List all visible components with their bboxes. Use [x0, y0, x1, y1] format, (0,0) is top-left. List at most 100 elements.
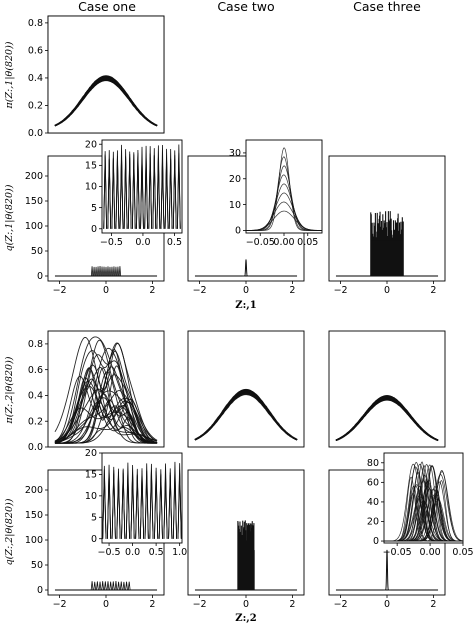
panel-b2-q-c3-inset: −0.05 0.00 0.05 0 20 40 60 80 [367, 452, 474, 558]
panel-b1-q-c1-inset-ytick-label: 15 [85, 161, 97, 172]
panel-b1-q-c3-xtick-label: 0 [384, 285, 390, 296]
panel-b2-q-c3-spike [383, 549, 391, 591]
panel-b1-q-c1-inset-ytick-label: 10 [85, 182, 97, 193]
panel-b1-pi-c1-ytick-label: 0.6 [28, 46, 43, 57]
panel-b2-q-c3-inset-plot [384, 461, 463, 542]
x-label-block2: Z:,2 [235, 613, 256, 623]
panel-b1-q-c1-plot [54, 265, 158, 277]
panel-b1-q-c2-spike [242, 258, 250, 277]
panel-b2-q-c1-inset-xtick-label: −0.5 [98, 547, 121, 558]
column-title-case-one: Case one [78, 0, 136, 14]
panel-b1-q-c2-inset-xtick-label: −0.05 [246, 237, 275, 248]
panel-b2-pi-c1-series-line [54, 354, 158, 444]
panel-b1-q-c1-ytick-label: 50 [31, 246, 43, 257]
panel-b2-pi-c1-series-line [54, 388, 158, 444]
panel-b2-q-c1-inset-spikes [102, 461, 182, 539]
panel-b2-q-c1-inset-ytick-label: 10 [85, 491, 97, 502]
panel-b2-q-c2-xtick-label: −2 [193, 599, 207, 610]
y-label-q-block2: q(Z:,2|θ(820)) [4, 498, 15, 565]
panel-b2-pi-c3 [328, 330, 446, 448]
panel-b2-q-c3-xtick-label: −2 [334, 599, 348, 610]
panel-b1-q-c2-inset-ytick-label: 30 [229, 148, 241, 159]
panel-b1-q-c3-xtick-label: −2 [334, 285, 348, 296]
panel-b2-pi-c1-series-line [54, 350, 158, 444]
panel-b1-q-c1-ytick-label: 150 [25, 196, 43, 207]
panel-b2-q-c1-xtick-label: −2 [53, 599, 67, 610]
panel-b2-q-c2: −2 0 2 [187, 469, 305, 610]
panel-b2-q-c1-inset: −0.5 0.0 0.5 1.0 0 5 10 15 20 [85, 448, 187, 558]
panel-b1-q-c2-inset: −0.050.00 0.05 0 10 20 30 [229, 139, 323, 248]
panel-b1-q-c2-plot [194, 258, 298, 277]
panel-b1-q-c1-inset-ytick-label: 20 [85, 139, 97, 150]
panel-b1-q-c1-ytick-label: 200 [25, 171, 43, 182]
panel-b2-q-c3-inset-xtick-label: −0.05 [383, 547, 412, 558]
panel-b2-q-c1-ytick-label: 150 [25, 510, 43, 521]
panel-b2-q-c1-inset-plot [102, 461, 182, 539]
panel-b2-pi-c3-frame [328, 330, 446, 448]
panel-b2-q-c3-inset-inset-curve [384, 471, 463, 542]
panel-b1-pi-c1-series-line [54, 75, 158, 126]
panel-b1-q-c2-inset-ytick-label: 0 [235, 226, 241, 237]
panel-b1-pi-c1-ytick-label: 0.4 [28, 73, 43, 84]
panel-b2-q-c3-inset-ytick-label: 0 [373, 536, 379, 547]
panel-b1-q-c1-ytick-label: 0 [37, 271, 43, 282]
panel-b2-q-c1-spikes [90, 581, 131, 591]
panel-b2-q-c1-inset-ytick-label: 15 [85, 470, 97, 481]
panel-b2-pi-c1-series-line [54, 366, 158, 444]
panel-b2-pi-c1-ytick-label: 0.4 [28, 391, 43, 402]
panel-b1-pi-c1 [47, 15, 165, 134]
panel-b1-q-c1-inset-spikes [103, 152, 181, 229]
panel-b2-pi-c1-series-line [54, 401, 158, 444]
panel-b1-q-c1-inset: −0.5 0.0 0.5 0 5 10 15 20 [85, 139, 183, 248]
panel-b2-q-c3-inset-ytick-label: 60 [367, 478, 379, 489]
column-title-case-three: Case three [353, 0, 421, 14]
panel-b1-q-c2-inset-frame [245, 139, 323, 234]
panel-b2-q-c3-plot [335, 549, 439, 591]
panel-b2-pi-c3-plot [335, 395, 439, 442]
panel-b1-q-c1-ytick-label: 100 [25, 221, 43, 232]
panel-b1-q-c1-inset-spikes [103, 144, 181, 229]
panel-b2-pi-c1-series-line [54, 397, 158, 444]
panel-b2-q-c2-xtick-label: 2 [289, 599, 295, 610]
panel-b1-q-c3-xtick-label: 2 [430, 285, 436, 296]
panel-b1-q-c2-inset-ytick-label: 20 [229, 174, 241, 185]
panel-b1-pi-c1-ytick-label: 0.2 [28, 101, 43, 112]
panel-b2-q-c3-inset-ytick-label: 20 [367, 517, 379, 528]
panel-b1-q-c1-inset-plot [103, 144, 181, 229]
panel-b1-pi-c1-series-line [54, 80, 158, 126]
panel-b1-q-c2-xtick-label: 2 [289, 285, 295, 296]
panel-b2-pi-c1-plot [54, 336, 158, 444]
panel-b1-q-c1-inset-ytick-label: 5 [91, 203, 97, 214]
panel-b2-q-c1-ytick-label: 100 [25, 535, 43, 546]
panel-b2-q-c1-inset-ytick-label: 20 [85, 448, 97, 459]
x-label-block1: Z:,1 [235, 300, 256, 311]
panel-b2-pi-c1-series-line [54, 347, 158, 444]
panel-b1-q-c1-xtick-label: 2 [149, 285, 155, 296]
y-label-pi-block1: π(Z:,1|θ(820)) [4, 41, 15, 109]
panel-b2-pi-c1-ytick-label: 0.2 [28, 416, 43, 427]
panel-b2-q-c3-inset-xtick-label: 0.00 [420, 547, 441, 558]
panel-b2-q-c2-xtick-label: 0 [243, 599, 249, 610]
y-label-q-block1: q(Z:,1|θ(820)) [4, 184, 15, 251]
panel-b2-q-c3-xtick-label: 0 [384, 599, 390, 610]
panel-b1-q-c1-xtick-label: 0 [103, 285, 109, 296]
y-label-pi-block2: π(Z:,2|θ(820)) [4, 356, 15, 424]
panel-b2-q-c1-inset-xtick-label: 0.0 [125, 547, 140, 558]
panel-b2-pi-c3-series-line [335, 397, 439, 441]
panel-b1-pi-c1-plot [54, 75, 158, 127]
panel-b2-pi-c1: 0.0 0.2 0.4 0.6 0.8 [28, 330, 165, 453]
panel-b1-q-c2-inset-inset-curve [246, 210, 322, 231]
panel-b2-pi-c1-ytick-label: 0.6 [28, 365, 43, 376]
panel-b2-q-c2-plot [194, 520, 298, 591]
panel-b1-q-c1-xtick-label: −2 [53, 285, 67, 296]
panel-b2-pi-c2 [187, 330, 305, 448]
panel-b2-q-c3-inset-ytick-label: 80 [367, 458, 379, 469]
panel-b2-q-c1-plot [54, 581, 158, 591]
panel-b2-q-c2-band-fill [237, 551, 255, 590]
panel-b1-q-c1-inset-xtick-label: 0.5 [167, 237, 182, 248]
panel-b1-q-c1-inset-ytick-label: 0 [91, 224, 97, 235]
panel-b1-pi-c1-frame [47, 15, 165, 134]
panel-b2-q-c1-inset-ytick-label: 0 [91, 534, 97, 545]
